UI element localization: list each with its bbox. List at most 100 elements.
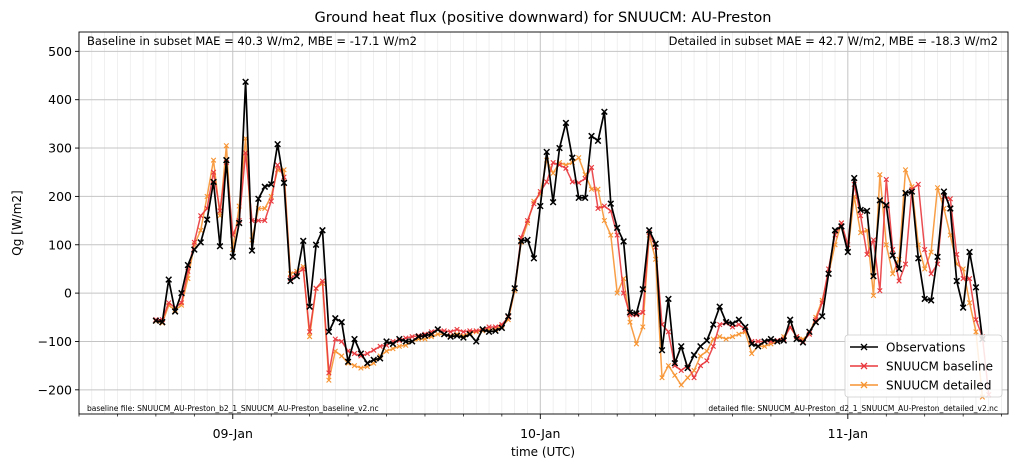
data-point bbox=[902, 261, 909, 267]
data-point bbox=[486, 324, 492, 330]
data-point bbox=[524, 236, 531, 244]
data-point bbox=[678, 382, 684, 388]
data-point bbox=[966, 275, 973, 282]
data-point bbox=[242, 78, 249, 86]
data-point bbox=[889, 271, 896, 277]
data-point bbox=[543, 148, 551, 156]
data-point bbox=[749, 350, 755, 357]
legend-label: SNUUCM baseline bbox=[886, 360, 993, 374]
data-point bbox=[210, 178, 217, 186]
data-point bbox=[197, 239, 205, 246]
series-layer bbox=[152, 78, 992, 400]
data-point bbox=[665, 329, 672, 335]
data-point bbox=[345, 360, 351, 366]
data-point bbox=[370, 356, 378, 364]
data-point bbox=[831, 226, 839, 234]
data-point bbox=[396, 335, 403, 343]
data-point bbox=[914, 254, 922, 262]
data-point bbox=[812, 318, 820, 326]
data-point bbox=[331, 314, 339, 322]
data-point bbox=[736, 331, 742, 337]
legend-label: Observations bbox=[886, 341, 965, 355]
data-point bbox=[563, 165, 569, 172]
data-point bbox=[165, 276, 173, 283]
data-point bbox=[915, 181, 921, 188]
data-point bbox=[927, 297, 935, 304]
legend-marker bbox=[860, 381, 868, 389]
data-point bbox=[691, 367, 697, 374]
data-point bbox=[959, 304, 967, 311]
data-point bbox=[550, 159, 556, 166]
data-point bbox=[319, 278, 326, 284]
data-point bbox=[223, 156, 230, 164]
y-axis-label: Qg [W/m2] bbox=[10, 190, 24, 255]
data-point bbox=[504, 312, 512, 320]
data-point bbox=[908, 188, 916, 195]
data-point bbox=[312, 241, 320, 249]
data-point bbox=[697, 362, 704, 369]
data-point bbox=[966, 300, 973, 306]
data-point bbox=[601, 217, 608, 224]
data-point bbox=[415, 333, 422, 340]
data-point bbox=[364, 350, 370, 357]
data-point bbox=[620, 290, 627, 296]
data-point bbox=[825, 270, 832, 278]
data-point bbox=[178, 300, 185, 306]
data-point bbox=[717, 333, 723, 340]
data-point bbox=[723, 336, 729, 342]
data-point bbox=[595, 205, 601, 212]
data-point bbox=[588, 164, 595, 171]
data-point bbox=[806, 328, 813, 336]
data-point bbox=[704, 358, 710, 364]
data-point bbox=[326, 377, 332, 383]
data-point bbox=[902, 189, 909, 197]
y-tick-label: 300 bbox=[48, 141, 72, 156]
data-point bbox=[883, 242, 889, 248]
data-point bbox=[633, 341, 640, 347]
data-point bbox=[717, 321, 723, 328]
data-point bbox=[306, 329, 313, 335]
data-point bbox=[896, 278, 902, 284]
data-point bbox=[562, 119, 570, 127]
data-point bbox=[402, 338, 410, 345]
data-point bbox=[344, 358, 352, 366]
detailed-stats-annotation: Detailed in subset MAE = 42.7 W/m2, MBE … bbox=[669, 34, 998, 48]
data-point bbox=[697, 342, 704, 350]
data-point bbox=[460, 334, 467, 341]
data-point bbox=[255, 217, 262, 224]
data-point bbox=[383, 348, 390, 354]
data-point bbox=[761, 343, 768, 349]
data-point bbox=[761, 338, 768, 345]
data-point bbox=[268, 198, 274, 204]
data-point bbox=[544, 179, 550, 185]
legend: Observations SNUUCM baseline SNUUCM detail… bbox=[844, 334, 1003, 398]
data-point bbox=[299, 237, 307, 245]
data-point bbox=[363, 359, 371, 367]
y-tick-label: 400 bbox=[48, 92, 72, 107]
chart-title: Ground heat flux (positive downward) for… bbox=[314, 10, 771, 26]
detailed-file-annotation: detailed file: SNUUCM_AU-Preston_d2_1_SN… bbox=[708, 404, 998, 413]
data-point bbox=[716, 303, 724, 310]
data-point bbox=[940, 188, 948, 195]
data-point bbox=[677, 342, 685, 350]
data-point bbox=[684, 375, 691, 381]
data-point bbox=[351, 362, 358, 369]
data-point bbox=[870, 292, 877, 299]
data-point bbox=[198, 227, 204, 233]
data-point bbox=[864, 251, 870, 258]
data-point bbox=[242, 150, 249, 156]
data-point bbox=[550, 170, 556, 176]
data-point bbox=[210, 169, 217, 175]
data-point bbox=[549, 198, 557, 206]
data-point bbox=[613, 224, 621, 232]
data-point bbox=[863, 207, 871, 215]
data-point bbox=[152, 317, 160, 325]
data-point bbox=[409, 333, 415, 340]
data-point bbox=[454, 326, 460, 333]
data-point bbox=[338, 353, 345, 359]
data-point bbox=[748, 340, 756, 348]
data-point bbox=[857, 229, 864, 236]
data-point bbox=[973, 317, 979, 323]
data-point bbox=[261, 183, 269, 191]
data-point bbox=[473, 328, 479, 334]
